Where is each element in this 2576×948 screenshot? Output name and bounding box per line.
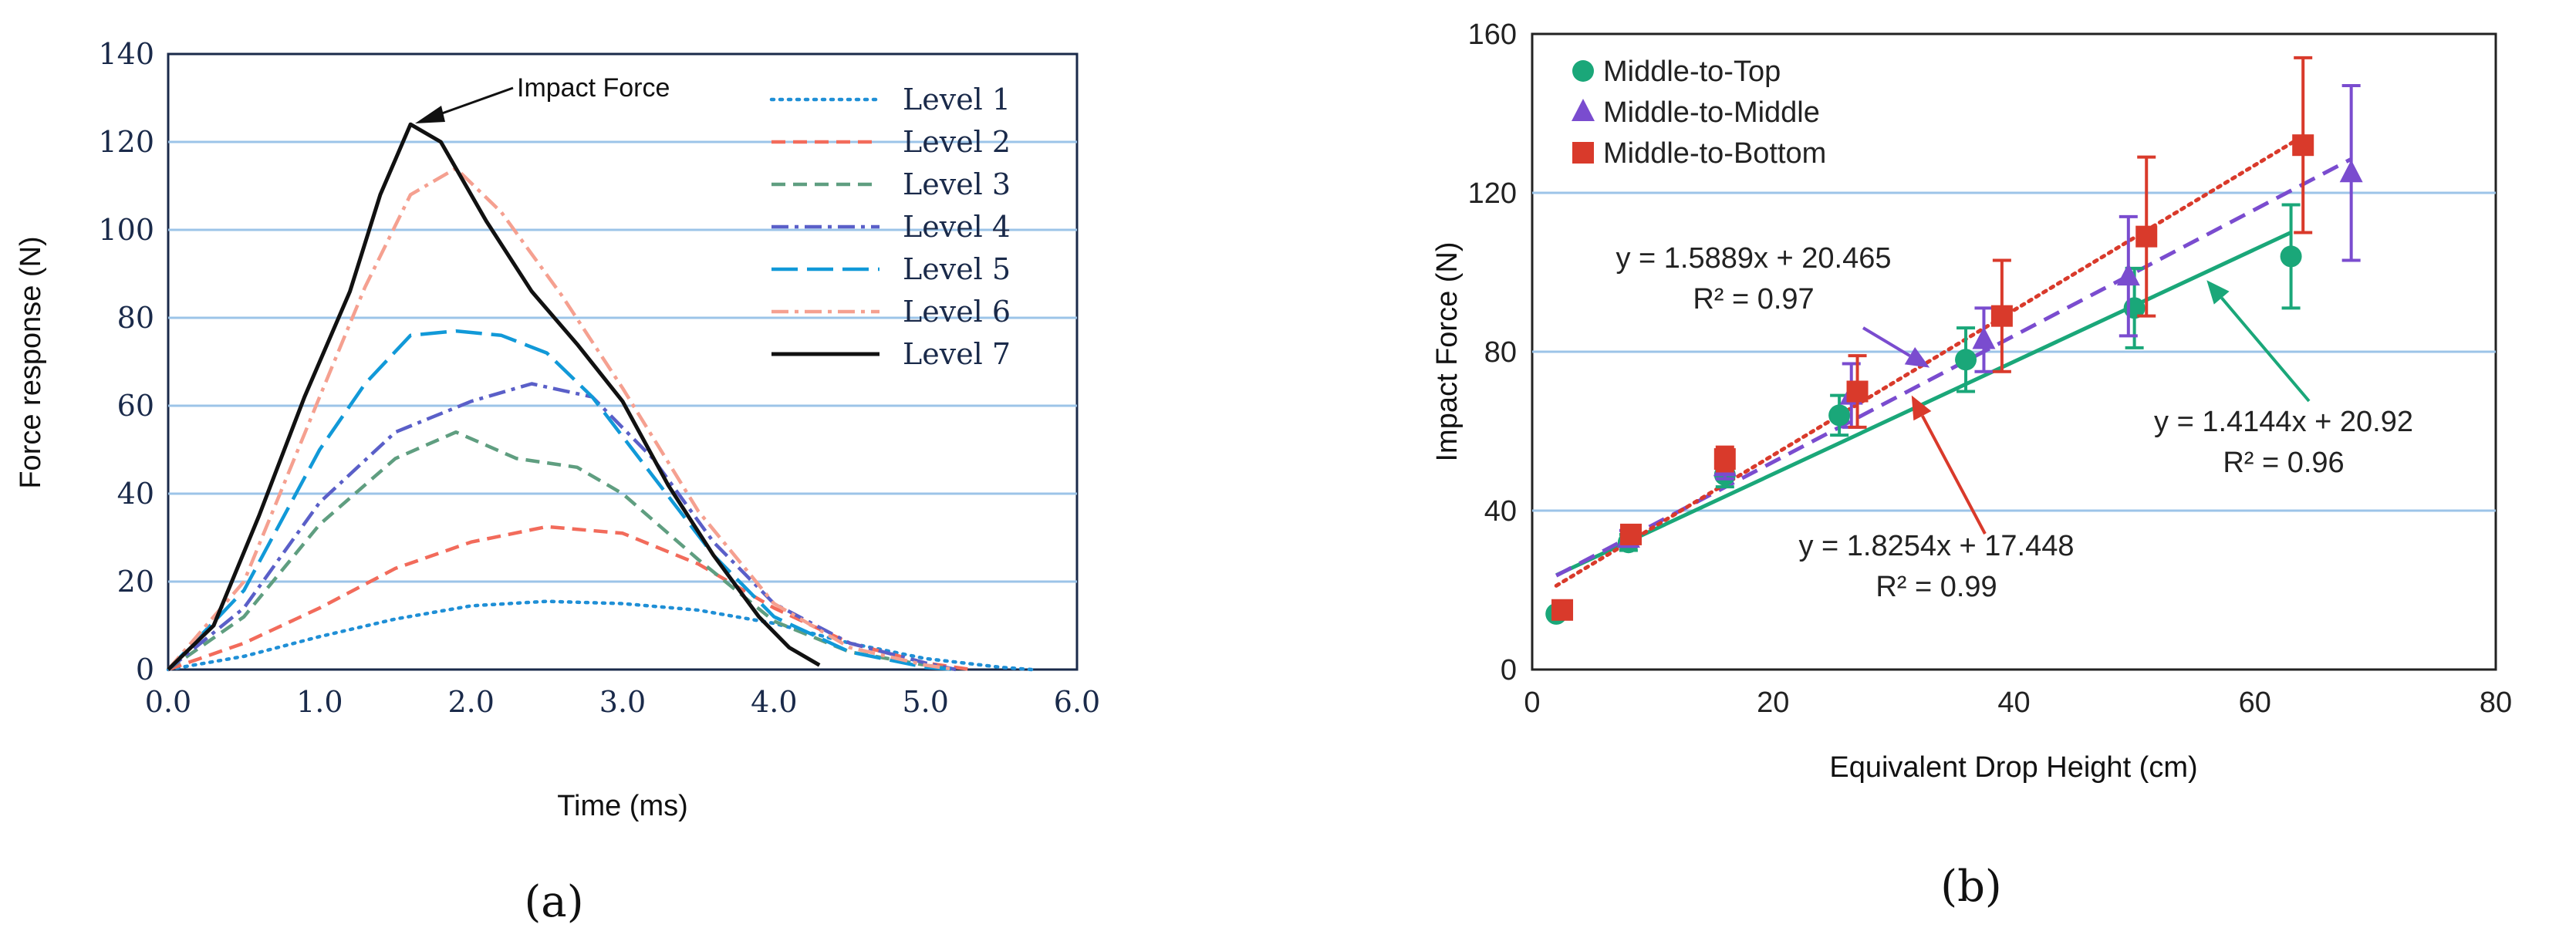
series-line-level-7: [167, 122, 821, 671]
trendline-middle-to-bottom: [1554, 133, 2305, 588]
legend-label-level-3: Level 3: [903, 167, 1011, 201]
panel-a-tick-labels: 0 20 40 60 80 100 120 140 0.0 1.0 2.0 3.0 4.0 5.0 6.0: [98, 37, 1100, 719]
panel-a-gridlines: [168, 140, 1077, 583]
panel-a-x-tick-label: 3.0: [599, 685, 646, 719]
legend-label-level-4: Level 4: [903, 210, 1011, 244]
legend-label-level-5: Level 5: [903, 252, 1011, 286]
panel-a-x-tick-label: 1.0: [296, 685, 343, 719]
panel-b-legend: Middle-to-Top Middle-to-Middle Middle-to-B…: [1572, 56, 1826, 170]
data-point-middle-to-bottom: [1551, 599, 1574, 621]
legend-label-middle-to-bottom: Middle-to-Bottom: [1603, 137, 1826, 170]
panel-a-x-tick-label: 4.0: [751, 685, 797, 719]
panel-b-x-tick-label: 0: [1524, 687, 1540, 719]
legend-label-level-2: Level 2: [903, 125, 1011, 159]
series-line-level-1: [166, 599, 1034, 672]
legend-marker-middle-to-top: [1572, 60, 1594, 82]
data-point-middle-to-bottom: [1620, 523, 1642, 545]
equation-arrowhead-middle-to-middle: [1904, 347, 1930, 368]
panel-b-x-tick-label: 60: [2239, 687, 2271, 719]
panel-a-y-tick-label: 0: [136, 653, 154, 687]
panel-a-y-tick-label: 80: [117, 301, 154, 335]
panel-b-equation-labels: y = 1.4144x + 20.92 R² = 0.96 y = 1.5889x …: [1615, 242, 2413, 603]
equation-label-middle-to-top: y = 1.4144x + 20.92: [2154, 406, 2413, 438]
panel-b-y-tick-label: 0: [1501, 654, 1517, 687]
panel-a-y-tick-label: 60: [117, 389, 154, 423]
equation-arrow-middle-to-top: [2220, 296, 2311, 403]
equation-label-middle-to-bottom: y = 1.8254x + 17.448: [1798, 530, 2074, 562]
panel-b-trendlines: [1554, 133, 2352, 588]
legend-label-level-7: Level 7: [903, 337, 1011, 371]
data-point-middle-to-top: [1955, 349, 1977, 371]
series-line-level-6: [167, 166, 957, 672]
panel-b-y-tick-label: 80: [1484, 336, 1517, 369]
panel-a-y-tick-label: 120: [98, 125, 154, 159]
panel-b-caption: (b): [1940, 862, 2002, 912]
panel-a-x-tick-label: 5.0: [902, 685, 948, 719]
trendline-middle-to-top: [1555, 231, 2292, 577]
panel-b-y-axis-label: Impact Force (N): [1431, 241, 1464, 461]
legend-label-middle-to-top: Middle-to-Top: [1603, 56, 1781, 88]
equation-arrowhead-middle-to-top: [2206, 280, 2230, 305]
data-point-middle-to-top: [1828, 404, 1851, 427]
r-squared-label-middle-to-middle: R² = 0.97: [1693, 283, 1814, 315]
legend-label-middle-to-middle: Middle-to-Middle: [1603, 96, 1820, 129]
panel-a-y-tick-label: 140: [98, 37, 154, 71]
panel-b-x-tick-label: 80: [2480, 687, 2512, 719]
legend-marker-middle-to-middle: [1572, 99, 1595, 121]
panel-a-x-tick-label: 0.0: [145, 685, 191, 719]
panel-a-y-tick-label: 100: [98, 213, 154, 247]
data-point-middle-to-middle: [1972, 326, 1996, 349]
panel-b-y-tick-label: 160: [1468, 19, 1517, 51]
panel-b-tick-labels: 0 40 80 120 160 0 20 40 60 80: [1468, 19, 2513, 719]
equation-label-middle-to-middle: y = 1.5889x + 20.465: [1615, 242, 1891, 275]
impact-force-arrowhead: [415, 106, 445, 123]
equation-arrow-middle-to-middle: [1862, 326, 1911, 357]
equation-arrow-middle-to-bottom: [1921, 415, 1987, 535]
data-point-middle-to-bottom: [1713, 448, 1736, 471]
data-point-middle-to-middle: [2116, 263, 2140, 286]
panel-b-x-axis-label: Equivalent Drop Height (cm): [1829, 751, 2197, 784]
equation-arrowhead-middle-to-bottom: [1911, 395, 1932, 421]
trendline-middle-to-middle: [1555, 157, 2352, 578]
panel-a-y-tick-label: 20: [117, 565, 154, 599]
series-line-level-3: [167, 430, 957, 672]
panel-a-x-axis-label: Time (ms): [557, 790, 688, 822]
series-line-level-2: [167, 525, 971, 672]
panel-b-x-tick-label: 20: [1757, 687, 1789, 719]
data-point-middle-to-bottom: [2135, 225, 2158, 248]
panel-b-y-tick-label: 120: [1468, 177, 1517, 210]
legend-label-level-6: Level 6: [903, 295, 1011, 329]
series-line-level-5: [167, 329, 957, 672]
panel-a-legend: Level 1 Level 2 Level 3 Level 4 Level 5 Level…: [769, 83, 1011, 371]
data-point-middle-to-bottom: [2292, 134, 2314, 157]
panel-a-x-tick-label: 6.0: [1054, 685, 1100, 719]
data-point-middle-to-top: [2280, 245, 2302, 268]
panel-a-caption: (a): [524, 877, 583, 927]
panel-a-series-group: [166, 122, 1034, 672]
data-point-middle-to-bottom: [1990, 305, 2013, 327]
data-point-middle-to-bottom: [1846, 380, 1869, 403]
panel-b-x-tick-label: 40: [1997, 687, 2030, 719]
panel-b-data-points: [1545, 56, 2363, 625]
r-squared-label-middle-to-bottom: R² = 0.99: [1875, 571, 1997, 603]
r-squared-label-middle-to-top: R² = 0.96: [2223, 447, 2344, 479]
panel-a-y-tick-label: 40: [117, 477, 154, 511]
panel-a-annotation-group: Impact Force: [415, 73, 670, 123]
impact-force-annotation: Impact Force: [517, 73, 670, 103]
legend-label-level-1: Level 1: [903, 83, 1011, 116]
panel-b-y-tick-label: 40: [1484, 495, 1517, 528]
legend-marker-middle-to-bottom: [1572, 142, 1594, 164]
panel-a-x-tick-label: 2.0: [447, 685, 494, 719]
data-point-middle-to-middle: [2339, 160, 2363, 183]
panel-a-y-axis-label: Force response (N): [15, 236, 47, 488]
panel-a-plot-frame: [167, 52, 1079, 671]
